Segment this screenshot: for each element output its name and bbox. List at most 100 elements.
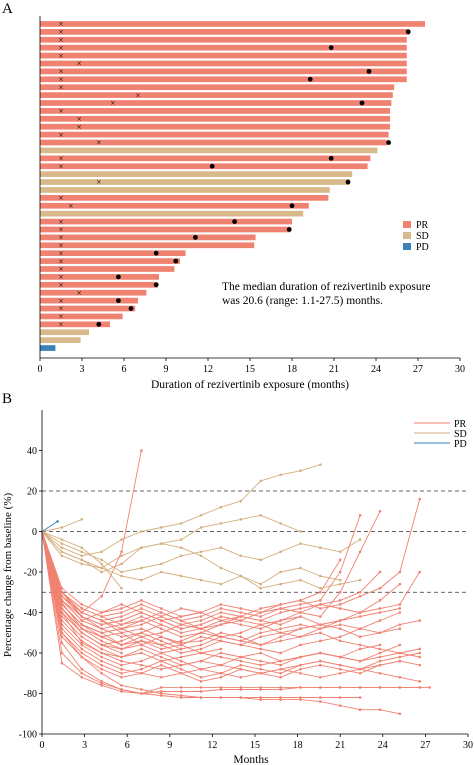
x-marker: ×	[58, 240, 63, 250]
x-marker: ×	[58, 312, 63, 322]
series-point-pr	[199, 627, 203, 630]
series-point-pr	[159, 631, 163, 635]
panel-b-letter: B	[2, 391, 12, 407]
dot-marker	[366, 68, 372, 74]
series-point-pr	[378, 611, 382, 614]
dot-marker	[173, 258, 179, 264]
series-point-pr	[60, 607, 64, 610]
bar-sd	[40, 337, 81, 343]
series-point-pr	[398, 643, 402, 647]
series-point-pr	[120, 607, 123, 610]
series-point-pr	[259, 631, 262, 635]
series-line-pr	[41, 531, 420, 682]
series-point-pr	[80, 623, 84, 626]
series-point-pr	[100, 615, 103, 618]
series-point-sd	[279, 522, 282, 525]
x-marker: ×	[58, 43, 63, 53]
panel-a-bars	[40, 21, 425, 351]
series-point-pr	[120, 676, 123, 679]
series-point-pr	[358, 635, 362, 639]
series-point-pr	[120, 651, 123, 655]
series-point-pr	[100, 671, 103, 675]
series-point-pr	[120, 623, 123, 626]
series-point-pr	[299, 663, 302, 667]
series-point-pr	[120, 643, 123, 647]
series-point-pr	[140, 671, 143, 675]
series-point-pr	[338, 667, 342, 671]
series-point-pr	[100, 655, 103, 659]
series-point-pr	[239, 643, 243, 647]
series-point-pr	[358, 708, 362, 711]
series-line-pr	[41, 531, 381, 670]
x-tick-label: 30	[463, 740, 473, 751]
series-point-pr	[179, 627, 183, 630]
bar-sd	[40, 179, 350, 185]
series-point-pr	[80, 615, 84, 618]
series-point-pr	[159, 651, 163, 655]
series-point-pr	[259, 686, 262, 689]
series-point-pr	[338, 558, 342, 562]
series-point-sd	[259, 479, 262, 483]
series-point-pr	[259, 611, 262, 614]
series-point-pr	[239, 611, 243, 614]
series-point-pr	[279, 627, 282, 630]
series-point-sd	[60, 546, 64, 549]
series-point-pr	[219, 688, 223, 691]
legend-swatch-pr	[403, 221, 411, 228]
series-point-sd	[239, 574, 243, 578]
x-marker: ×	[58, 193, 63, 203]
series-point-pr	[338, 635, 342, 639]
series-line-pr	[41, 531, 381, 630]
series-point-sd	[120, 586, 123, 590]
series-point-pr	[199, 686, 203, 689]
series-point-sd	[219, 566, 223, 570]
bar-pr	[40, 321, 110, 328]
panel-b-legend: PR SD PD	[414, 419, 467, 450]
series-point-pr	[358, 659, 362, 663]
x-marker: ×	[58, 35, 63, 45]
series-point-sd	[120, 562, 123, 566]
series-point-pr	[120, 550, 123, 554]
dot-marker	[328, 45, 334, 51]
panel-b-y-ticks: -100 -80 -60 -40 -20 0 20 40	[19, 446, 42, 741]
x-marker: ×	[58, 320, 63, 330]
series-point-pr	[199, 623, 203, 626]
series-point-pr	[279, 671, 282, 675]
x-tick-label: 6	[122, 364, 127, 375]
panel-b: B 0 3 6 9 12 15 18 21 24 27 30 -100 -80 -60 -40 -20 0 20…	[2, 391, 473, 765]
series-point-pr	[140, 631, 143, 635]
series-point-pr	[100, 627, 103, 630]
dot-marker	[153, 250, 159, 256]
x-marker: ×	[77, 114, 82, 124]
dot-marker	[405, 29, 411, 35]
series-point-pr	[199, 619, 203, 622]
series-point-pr	[179, 623, 183, 626]
series-point-pr	[378, 586, 382, 590]
series-point-pr	[299, 607, 302, 610]
series-point-pr	[179, 659, 183, 663]
series-point-sd	[140, 578, 143, 582]
series-point-sd	[259, 582, 262, 586]
series-point-pr	[179, 696, 183, 699]
series-point-pr	[338, 639, 342, 643]
series-point-pr	[418, 651, 422, 655]
series-point-pr	[279, 686, 282, 689]
series-point-pr	[140, 607, 143, 610]
x-marker: ×	[58, 67, 63, 77]
x-tick-label: 27	[413, 364, 423, 375]
series-point-sd	[279, 570, 282, 574]
series-point-pr	[100, 631, 103, 635]
series-point-pr	[159, 686, 163, 689]
x-tick-label: 15	[250, 740, 260, 751]
bar-pr	[40, 218, 292, 225]
series-line-pr	[41, 531, 421, 646]
series-point-pr	[100, 619, 103, 622]
x-tick-label: 6	[125, 740, 130, 751]
x-marker: ×	[58, 82, 63, 92]
legend-swatch-sd	[403, 232, 411, 239]
series-point-pr	[299, 655, 302, 659]
bar-pr	[40, 44, 407, 51]
series-point-pr	[338, 603, 342, 606]
series-point-pr	[179, 671, 183, 675]
series-point-pr	[140, 619, 143, 622]
